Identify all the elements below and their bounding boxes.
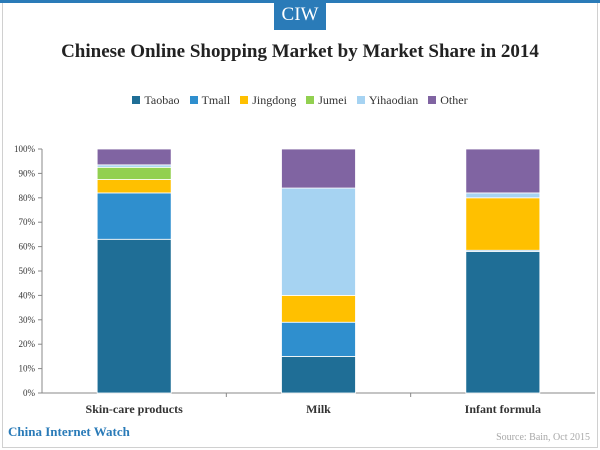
y-tick-label: 70%: [19, 217, 36, 227]
y-tick-label: 40%: [19, 290, 36, 300]
x-category-label: Skin-care products: [86, 402, 184, 416]
bar-segment-other: [465, 148, 541, 194]
ciw-logo: CIW: [274, 0, 326, 30]
legend-label: Tmall: [201, 92, 231, 107]
y-tick-label: 100%: [14, 144, 36, 154]
y-tick-label: 80%: [19, 193, 36, 203]
legend-item-jumei: Jumei: [306, 93, 347, 107]
y-tick-label: 30%: [19, 315, 36, 325]
bar-segment-tmall: [281, 321, 356, 357]
bar-segment-tmall: [96, 192, 172, 240]
legend-item-other: Other: [428, 92, 468, 107]
chart-legend: Taobao Tmall Jingdong Jumei Yihaodian Other: [0, 93, 600, 107]
bar-segment-other: [281, 148, 356, 189]
chart-title: Chinese Online Shopping Market by Market…: [61, 41, 539, 62]
legend-swatch: [356, 96, 365, 104]
legend-swatch: [240, 96, 249, 104]
y-tick-label: 10%: [19, 364, 36, 374]
brand-name[interactable]: China Internet Watch: [8, 424, 130, 439]
source-note: Source: Bain, Oct 2015: [496, 432, 590, 443]
legend-swatch: [428, 96, 437, 104]
y-tick-label: 50%: [19, 266, 36, 276]
legend-label: Other: [440, 92, 468, 107]
y-tick-label: 90%: [19, 168, 36, 178]
bar-segment-yihaodian: [465, 192, 541, 199]
x-category-label: Infant formula: [465, 402, 541, 416]
bar-segment-jingdong: [465, 197, 541, 251]
legend-item-jingdong: Jingdong: [240, 93, 296, 107]
bar-segment-jumei: [96, 166, 172, 180]
y-tick-label: 60%: [19, 242, 36, 252]
legend-item-tmall: Tmall: [189, 92, 231, 107]
bar-segment-yihaodian: [281, 187, 356, 296]
legend-label: Taobao: [144, 92, 180, 107]
bar-segment-taobao: [281, 355, 356, 394]
bar-segment-jingdong: [96, 179, 172, 194]
legend-label: Jumei: [318, 92, 347, 107]
legend-item-taobao: Taobao: [132, 92, 180, 107]
y-tick-label: 0%: [23, 388, 36, 398]
legend-label: Yihaodian: [368, 92, 419, 107]
legend-swatch: [132, 96, 141, 104]
bar-segment-other: [96, 148, 172, 166]
legend-item-yihaodian: Yihaodian: [356, 92, 419, 107]
bar-segment-taobao: [96, 238, 172, 394]
legend-label: Jingdong: [252, 92, 297, 107]
bar-segment-jingdong: [281, 294, 356, 323]
bar-segment-taobao: [465, 251, 541, 394]
y-tick-label: 20%: [19, 339, 36, 349]
legend-swatch: [189, 96, 198, 104]
x-category-label: Milk: [306, 402, 331, 416]
legend-swatch: [306, 96, 315, 104]
